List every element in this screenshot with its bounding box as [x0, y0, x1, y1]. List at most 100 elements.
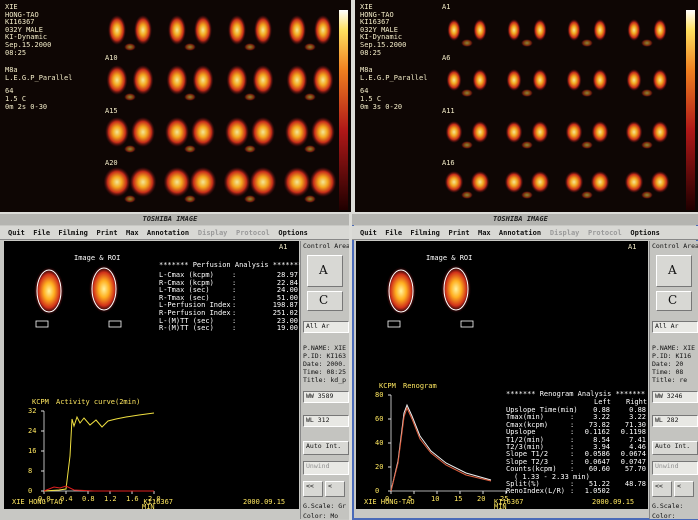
- menu-item[interactable]: Filming: [410, 229, 440, 237]
- frame-label: A10: [105, 54, 118, 62]
- menu-item: Protocol: [588, 229, 622, 237]
- button[interactable]: [307, 255, 343, 287]
- bladder-blob: [304, 43, 316, 51]
- kidney-blob: [34, 267, 64, 315]
- button-label[interactable]: <: [328, 482, 332, 490]
- analysis-cell: :: [570, 413, 575, 422]
- footer: XIE HONG-TAO: [364, 498, 415, 506]
- kidney-blob: [134, 15, 152, 45]
- button-label[interactable]: C: [319, 293, 329, 307]
- panel-label: All Ar: [306, 322, 330, 330]
- analysis-cell: L-Perfusion Index: [159, 301, 231, 310]
- menu-item[interactable]: Annotation: [498, 229, 542, 237]
- menu-item[interactable]: Quit: [8, 229, 25, 237]
- patient-info: 08:25: [360, 48, 382, 57]
- analysis-cell: Slope T2/3: [506, 457, 549, 466]
- analysis-cell: 7.41: [629, 435, 646, 444]
- analysis-cell: :: [570, 406, 575, 414]
- button[interactable]: [303, 441, 349, 455]
- panel-label: Color: Mo: [303, 512, 339, 519]
- menu-item[interactable]: Quit: [360, 229, 377, 237]
- roi-outline: [91, 267, 117, 311]
- button[interactable]: [674, 481, 694, 497]
- button-label[interactable]: <<: [306, 482, 314, 490]
- frame-label: A1: [442, 3, 451, 11]
- kidney-blob: [103, 167, 131, 197]
- analysis-cell: 4.46: [629, 443, 646, 451]
- analysis-cell: 57.70: [624, 465, 646, 474]
- kidney-blob: [564, 171, 584, 193]
- button-label[interactable]: <<: [655, 482, 663, 490]
- y-tick-label: 20: [375, 463, 384, 471]
- button[interactable]: [652, 481, 672, 497]
- bg-roi: [35, 320, 49, 328]
- patient-info: Sep.15.2000: [5, 41, 52, 49]
- analysis-cell: Cmax(kcpm): [506, 420, 549, 429]
- kidney-blob: [651, 121, 669, 143]
- analysis-cell: :: [232, 278, 237, 287]
- menu-item[interactable]: Options: [630, 229, 660, 237]
- analysis-cell: :: [232, 316, 237, 325]
- footer: XIE HONG-TAO: [12, 498, 63, 506]
- panel-label: Title: kd_p: [303, 376, 347, 384]
- button-label[interactable]: <: [677, 482, 681, 490]
- kidney-blob: [473, 19, 487, 41]
- x-tick-label: 1.2: [104, 495, 117, 503]
- roi-outline: [36, 269, 62, 313]
- menu-item[interactable]: Max: [478, 229, 491, 237]
- button-label[interactable]: A: [319, 263, 328, 277]
- panel-label: P.NAME: XIE H: [303, 344, 349, 352]
- menu-item[interactable]: Annotation: [146, 229, 190, 237]
- menu-item: Display: [549, 229, 580, 237]
- button-label[interactable]: Auto Int.: [655, 442, 691, 450]
- button-label[interactable]: C: [668, 293, 678, 307]
- analysis-cell: L-Cmax (kcpm): [159, 271, 214, 279]
- image-layer: [103, 10, 348, 210]
- menu-item[interactable]: File: [385, 229, 403, 237]
- button[interactable]: [656, 291, 692, 311]
- patient-info: HONG-TAO: [5, 10, 39, 19]
- bg-roi: [108, 320, 122, 328]
- bladder-blob: [304, 195, 316, 203]
- frame-label: A6: [442, 54, 451, 62]
- kidney-blob: [191, 117, 215, 147]
- kidney-blob: [624, 171, 644, 193]
- button-label[interactable]: Auto Int.: [306, 442, 342, 450]
- menu-item[interactable]: Max: [126, 229, 139, 237]
- kidney-blob: [223, 167, 251, 197]
- analysis-cell: 3.22: [629, 413, 646, 422]
- renogram-window: TOSHIBA IMAGE Quit File Filming Print Max Anno…: [352, 214, 698, 520]
- patient-info: 1.5 C: [5, 95, 27, 103]
- analysis-cell: :: [570, 465, 575, 474]
- panel-label: WL 282: [655, 416, 679, 424]
- column-header: Left: [594, 398, 611, 406]
- menu-item[interactable]: Print: [448, 229, 470, 237]
- kidney-blob: [531, 121, 549, 143]
- kidney-blob: [593, 19, 607, 41]
- analysis-title: ******* Perfusion Analysis *******: [159, 261, 303, 269]
- panel-label: Color:: [652, 512, 676, 519]
- side-panel: Control Area A C All Ar P.NAME: XIE P.ID: KI1…: [649, 241, 698, 519]
- analysis-cell: 8.54: [593, 435, 610, 444]
- bladder-blob: [641, 89, 653, 97]
- patient-info: Sep.15.2000: [360, 41, 407, 49]
- button[interactable]: [325, 481, 345, 497]
- kidney-blob: [194, 15, 212, 45]
- kidney-blob: [567, 19, 581, 41]
- y-tick-label: 0: [375, 487, 380, 495]
- menu-item[interactable]: Options: [278, 229, 308, 237]
- menu-item[interactable]: File: [33, 229, 51, 237]
- patient-info: KI16367: [5, 18, 35, 27]
- analysis-cell: 23.00: [276, 316, 298, 325]
- menu-item[interactable]: Print: [96, 229, 118, 237]
- button-label[interactable]: A: [668, 263, 677, 277]
- button[interactable]: [303, 481, 323, 497]
- button[interactable]: [656, 255, 692, 287]
- bladder-blob: [184, 145, 196, 153]
- analysis-cell: Split(%): [506, 480, 540, 488]
- analysis-cell: :: [232, 271, 237, 279]
- analysis-cell: 3.22: [593, 413, 610, 422]
- analysis-cell: :: [232, 293, 237, 302]
- menu-item[interactable]: Filming: [58, 229, 88, 237]
- button[interactable]: [307, 291, 343, 311]
